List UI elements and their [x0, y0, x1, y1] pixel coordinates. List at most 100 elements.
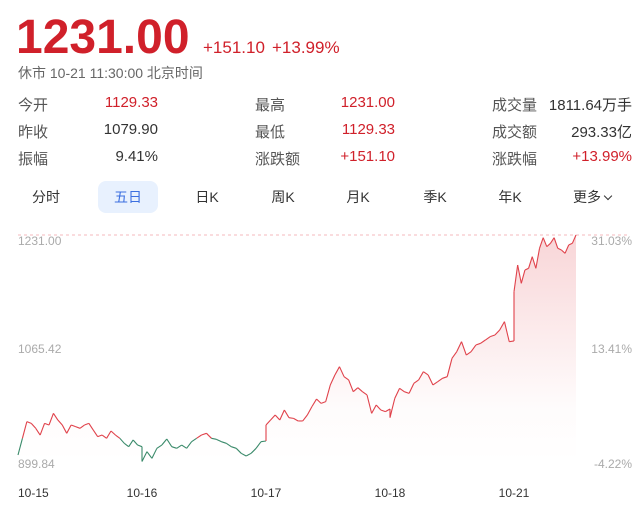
price-line-segment [531, 256, 537, 269]
tab-label: 月K [346, 189, 370, 205]
price-line-segment [30, 422, 37, 429]
price-line-segment [79, 424, 85, 429]
price-line-segment [564, 244, 570, 254]
price-line-segment [61, 424, 68, 434]
price-line-segment [201, 432, 207, 436]
price-line-segment [279, 409, 285, 421]
price-line-segment [470, 344, 477, 352]
price-line-segment [293, 417, 299, 422]
price-line-segment [110, 430, 116, 436]
price-line-segment [306, 406, 313, 416]
price-line-segment [255, 441, 262, 449]
price-line-segment [357, 387, 363, 393]
price-line-segment [216, 438, 222, 443]
price-line-segment [423, 371, 429, 376]
price-line-segment [568, 242, 573, 246]
tab-label: 周K [271, 189, 295, 205]
price-line-segment [88, 423, 94, 431]
price-line-segment [329, 374, 336, 386]
price-line-segment [320, 401, 326, 404]
price-line-segment [132, 439, 138, 446]
price-line-segment [499, 321, 505, 331]
stat-label: 今开 [18, 97, 49, 114]
price-line-segment [176, 444, 182, 449]
stat-label: 振幅 [18, 151, 49, 168]
price-line-segment [334, 366, 340, 376]
price-line-segment [509, 340, 515, 343]
price-line-segment [196, 434, 202, 439]
price-line-segment [571, 234, 577, 244]
price-line-segment [437, 377, 443, 383]
price-line-segment [517, 264, 522, 284]
price-line-segment [161, 438, 168, 446]
tab-label: 年K [498, 189, 522, 205]
price-line-segment [338, 366, 345, 377]
x-tick-label: 10-18 [375, 486, 406, 500]
price-line-segment [352, 387, 359, 393]
price-line-segment [366, 394, 373, 414]
tab-1[interactable]: 分时 [16, 181, 76, 213]
price-line-segment [66, 424, 72, 434]
price-line-segment [48, 413, 54, 426]
tab-3[interactable]: 日K [177, 181, 237, 213]
price-line-segment [57, 419, 63, 426]
price-line-segment [181, 444, 187, 449]
price-line-segment [226, 442, 232, 448]
price-line-segment [451, 351, 458, 359]
price-line-segment [553, 237, 559, 249]
x-tick-label: 10-16 [127, 486, 158, 500]
price-line-segment [528, 256, 533, 269]
price-line-segment [270, 414, 276, 421]
price-line-segment [166, 438, 173, 447]
tab-label: 季K [423, 189, 447, 205]
stat-label: 最高 [255, 97, 286, 114]
stat-value: 1079.90 [103, 121, 158, 138]
price-area [18, 235, 576, 462]
price-line-segment [211, 437, 217, 440]
tab-5[interactable]: 月K [328, 181, 388, 213]
x-tick-label: 10-17 [251, 486, 282, 500]
price-line-segment [206, 432, 212, 439]
tab-6[interactable]: 季K [405, 181, 465, 213]
tab-4[interactable]: 周K [253, 181, 313, 213]
stat-label: 成交额 [492, 124, 538, 141]
tab-8[interactable]: 更多 [562, 181, 622, 213]
price-line-segment [539, 237, 544, 249]
tab-label: 分时 [32, 189, 60, 205]
price-line-segment [70, 424, 76, 428]
price-line-segment [288, 417, 294, 419]
price-line-segment [235, 447, 242, 454]
price-line-segment [39, 423, 46, 436]
price-line-segment [475, 342, 481, 346]
tab-2[interactable]: 五日 [98, 181, 158, 213]
price-line-segment [141, 451, 148, 462]
y-right-tick-label: 31.03% [591, 234, 632, 248]
price-line-segment [171, 446, 177, 449]
price-line-segment [413, 379, 419, 384]
price-line-segment [240, 452, 247, 457]
stat-label: 涨跌额 [255, 151, 301, 168]
price-line-segment [75, 426, 81, 429]
price-line-segment [542, 237, 548, 247]
price-line-segment [456, 341, 463, 352]
tab-label: 日K [195, 189, 219, 205]
price-line-segment [561, 249, 566, 254]
price-line-segment [97, 434, 103, 438]
price-line-segment [432, 381, 439, 386]
price-line-segment [520, 269, 526, 284]
x-tick-label: 10-15 [18, 486, 49, 500]
tab-7[interactable]: 年K [480, 181, 540, 213]
price-line-segment [52, 413, 59, 421]
y-tick-label: 899.84 [18, 457, 55, 471]
stat-value: 9.41% [115, 148, 158, 165]
price-line-segment [316, 398, 322, 404]
price-line-segment [535, 248, 541, 269]
price-line-segment [546, 242, 551, 248]
stat-label: 最低 [255, 124, 286, 141]
price-line-segment [418, 371, 424, 381]
stat-value: +13.99% [572, 148, 632, 165]
price-line-segment [480, 339, 486, 344]
price-line-segment [265, 419, 271, 426]
tab-label: 五日 [114, 189, 142, 205]
